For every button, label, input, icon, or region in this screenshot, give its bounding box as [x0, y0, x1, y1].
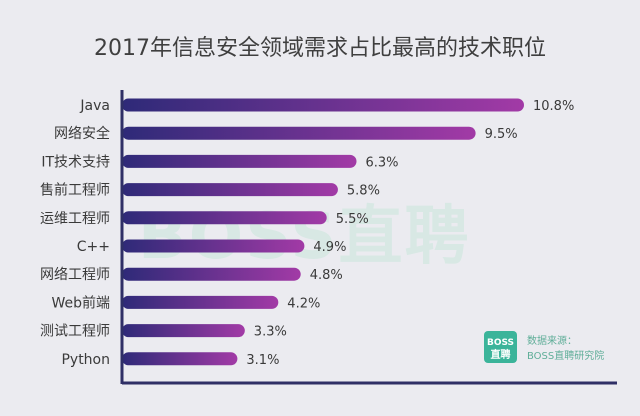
source-label: 数据来源： — [527, 334, 577, 347]
bar-0 — [122, 98, 524, 112]
source-logo: BOSS 直聘 — [484, 331, 517, 363]
category-label-9: Python — [61, 352, 110, 368]
category-label-5: C++ — [77, 239, 110, 255]
category-label-2: IT技术支持 — [41, 154, 110, 170]
value-label-7: 4.2% — [287, 296, 320, 311]
value-label-9: 3.1% — [246, 353, 279, 368]
value-label-8: 3.3% — [254, 325, 287, 340]
category-label-0: Java — [79, 98, 110, 114]
bar-9 — [122, 352, 238, 366]
value-label-1: 9.5% — [485, 127, 518, 142]
bar-7 — [122, 295, 279, 309]
category-label-1: 网络安全 — [54, 125, 110, 142]
bars-group — [122, 98, 524, 366]
bar-4 — [122, 211, 327, 225]
category-label-6: 网络工程师 — [40, 267, 110, 283]
bar-1 — [122, 126, 476, 140]
logo-top-text: BOSS — [487, 338, 514, 348]
category-label-7: Web前端 — [51, 294, 110, 311]
chart-title: 2017年信息安全领域需求占比最高的技术职位 — [94, 36, 546, 61]
bar-5 — [122, 239, 305, 253]
watermark: BOSS直聘 — [138, 200, 471, 274]
source-name: BOSS直聘研究院 — [527, 349, 604, 362]
category-label-3: 售前工程师 — [40, 182, 110, 199]
bar-8 — [122, 324, 245, 338]
value-label-3: 5.8% — [347, 184, 380, 199]
value-label-4: 5.5% — [336, 212, 369, 227]
category-label-8: 测试工程师 — [40, 324, 110, 340]
category-label-4: 运维工程师 — [40, 211, 110, 227]
boss-logo-badge — [484, 331, 517, 363]
value-labels: 10.8% 9.5% 6.3% 5.8% 5.5% 4.9% 4.8% 4.2%3.3% 3.1… — [246, 99, 574, 368]
logo-bottom-text: 直聘 — [491, 348, 511, 361]
value-label-6: 4.8% — [310, 268, 343, 283]
value-label-2: 6.3% — [366, 155, 399, 170]
value-label-0: 10.8% — [533, 99, 574, 114]
value-label-5: 4.9% — [313, 240, 346, 255]
bar-2 — [122, 154, 357, 168]
bar-3 — [122, 183, 338, 197]
bar-6 — [122, 267, 301, 281]
